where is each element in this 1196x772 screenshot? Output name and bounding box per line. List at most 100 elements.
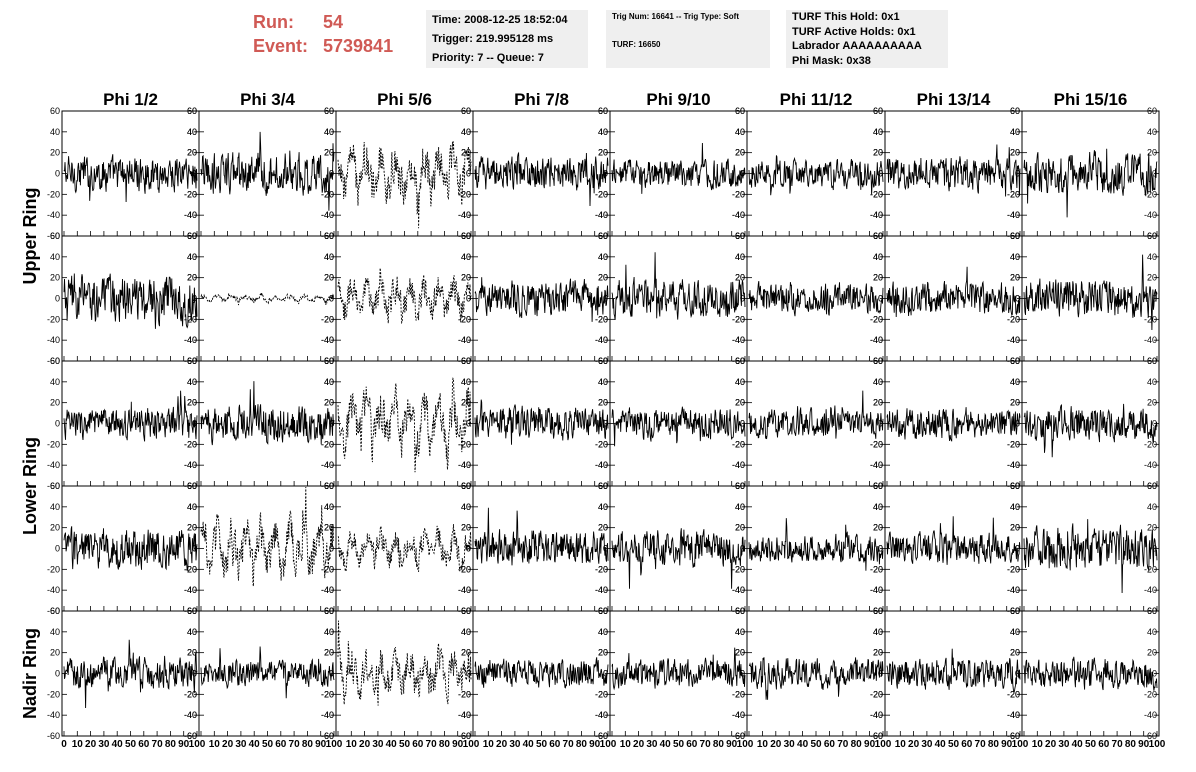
y-tick-label: 60 (735, 106, 745, 116)
y-tick-label: -60 (47, 606, 60, 616)
y-tick-label: 60 (324, 481, 334, 491)
y-tick-label: 0 (603, 544, 608, 554)
x-tick-label: 100 (463, 739, 480, 750)
y-tick-label: 20 (873, 523, 883, 533)
y-tick-label: 20 (1147, 398, 1157, 408)
y-tick-label: 20 (324, 273, 334, 283)
waveform-trace (748, 657, 884, 700)
y-tick-label: 0 (466, 419, 471, 429)
y-tick-label: -40 (595, 210, 608, 220)
y-tick-label: 40 (873, 502, 883, 512)
y-tick-label: 20 (324, 148, 334, 158)
y-tick-label: -40 (321, 335, 334, 345)
waveform-trace (611, 647, 746, 691)
y-tick-label: 40 (1010, 377, 1020, 387)
y-tick-label: -40 (1144, 460, 1157, 470)
x-tick-label: 20 (85, 739, 97, 750)
y-tick-label: 0 (466, 419, 471, 429)
y-tick-label: -20 (595, 189, 608, 199)
turf-hold-text: TURF This Hold: 0x1 (792, 11, 900, 23)
y-tick-label: 40 (735, 252, 745, 262)
y-tick-label: 20 (598, 398, 608, 408)
y-tick-label: 40 (187, 252, 197, 262)
y-tick-label: 20 (461, 648, 471, 658)
y-tick-label: -20 (732, 189, 745, 199)
y-tick-label: -60 (870, 731, 883, 741)
x-tick-label: 100 (1149, 739, 1166, 750)
y-tick-label: -40 (595, 585, 608, 595)
y-tick-label: -60 (321, 731, 334, 741)
y-tick-label: 60 (461, 356, 471, 366)
y-tick-label: 20 (187, 523, 197, 533)
y-tick-label: -40 (1144, 210, 1157, 220)
y-tick-label: -20 (1007, 439, 1020, 449)
y-tick-label: -40 (732, 585, 745, 595)
y-tick-label: 20 (1010, 148, 1020, 158)
y-tick-label: 0 (192, 419, 197, 429)
y-tick-label: 40 (461, 502, 471, 512)
y-tick-label: 20 (461, 398, 471, 408)
y-tick-label: -40 (321, 460, 334, 470)
y-tick-label: 0 (878, 169, 883, 179)
y-tick-label: 20 (324, 148, 334, 158)
y-tick-label: 20 (598, 398, 608, 408)
y-tick-label: 40 (1010, 252, 1020, 262)
y-tick-label: 0 (55, 419, 60, 429)
y-tick-label: 40 (187, 252, 197, 262)
y-tick-label: 20 (461, 273, 471, 283)
y-tick-label: -20 (870, 564, 883, 574)
y-tick-label: -40 (321, 710, 334, 720)
y-tick-label: 40 (324, 127, 334, 137)
y-tick-label: 60 (598, 606, 608, 616)
x-tick-label: 30 (784, 739, 796, 750)
y-tick-label: -20 (595, 189, 608, 199)
y-tick-label: 20 (187, 398, 197, 408)
x-tick-label: 70 (563, 739, 575, 750)
y-tick-label: -20 (1007, 689, 1020, 699)
y-tick-label: -20 (870, 564, 883, 574)
y-tick-label: 40 (461, 252, 471, 262)
y-tick-label: -20 (321, 564, 334, 574)
y-tick-label: 40 (1010, 627, 1020, 637)
y-tick-label: 60 (187, 231, 197, 241)
y-tick-label: 20 (1010, 398, 1020, 408)
y-tick-label: 0 (603, 419, 608, 429)
y-tick-label: 40 (873, 502, 883, 512)
y-tick-label: 20 (1010, 398, 1020, 408)
y-tick-label: -20 (458, 689, 471, 699)
y-tick-label: 40 (461, 127, 471, 137)
y-tick-label: 60 (50, 356, 60, 366)
y-tick-label: -40 (321, 710, 334, 720)
y-tick-label: 40 (735, 502, 745, 512)
y-tick-label: 20 (598, 148, 608, 158)
ring-title: Upper Ring (20, 188, 40, 285)
y-tick-label: -40 (47, 460, 60, 470)
y-tick-label: 20 (1010, 648, 1020, 658)
y-tick-label: 20 (735, 398, 745, 408)
y-tick-label: -60 (1144, 731, 1157, 741)
y-tick-label: 40 (324, 252, 334, 262)
event-label: Event: (253, 36, 309, 56)
y-tick-label: 40 (324, 377, 334, 387)
x-tick-label: 30 (372, 739, 384, 750)
y-tick-label: 20 (1010, 273, 1020, 283)
y-tick-label: -60 (870, 731, 883, 741)
y-tick-label: -20 (870, 689, 883, 699)
y-tick-label: 0 (329, 544, 334, 554)
y-tick-label: 0 (1015, 169, 1020, 179)
column-title: Phi 15/16 (1054, 90, 1128, 109)
x-tick-label: 90 (315, 739, 327, 750)
x-tick-label: 20 (908, 739, 920, 750)
y-tick-label: 60 (598, 356, 608, 366)
y-tick-label: -40 (184, 710, 197, 720)
y-tick-label: 20 (324, 398, 334, 408)
y-tick-label: 60 (324, 356, 334, 366)
y-tick-label: 0 (740, 294, 745, 304)
y-tick-label: -20 (458, 439, 471, 449)
y-tick-label: 0 (603, 669, 608, 679)
y-tick-label: 20 (598, 273, 608, 283)
